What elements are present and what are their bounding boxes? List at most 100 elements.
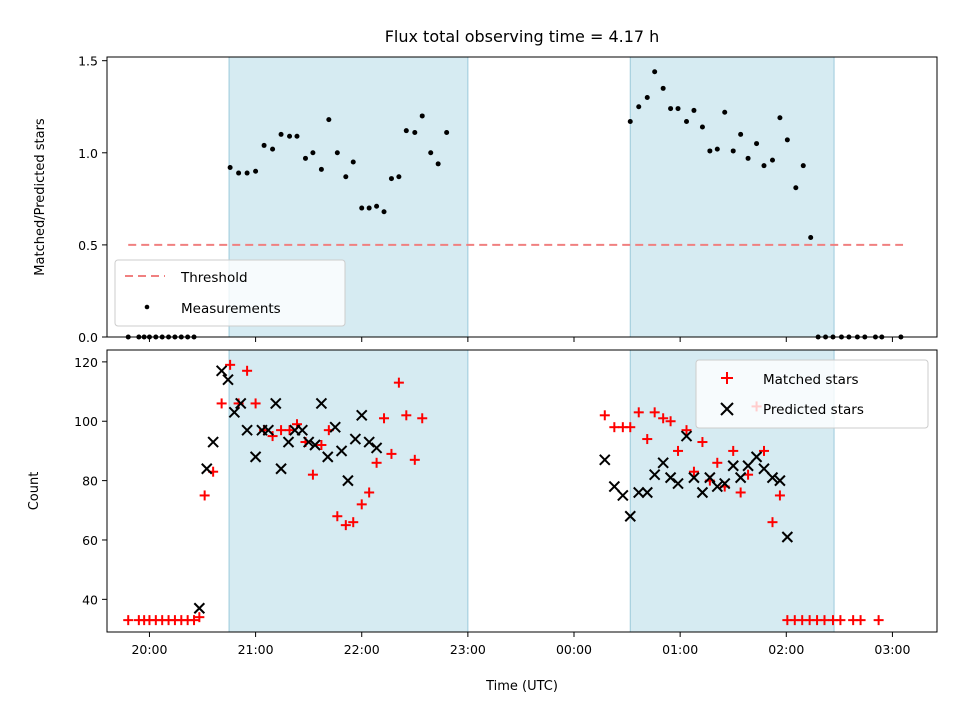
matched-star-point bbox=[774, 490, 785, 501]
measurement-point bbox=[261, 142, 267, 148]
measurement-point bbox=[636, 104, 642, 110]
legend-predicted-swatch bbox=[720, 402, 734, 416]
measurement-point bbox=[388, 176, 394, 182]
matched-star-point bbox=[356, 499, 367, 510]
predicted-star-point bbox=[241, 424, 253, 436]
measurement-point bbox=[730, 148, 736, 154]
legend-measurements-swatch bbox=[144, 304, 150, 310]
predicted-star-point bbox=[342, 474, 354, 487]
predicted-star-point bbox=[363, 436, 375, 448]
measurement-point bbox=[675, 106, 681, 112]
predicted-star-point bbox=[657, 457, 669, 469]
measurement-point bbox=[419, 113, 425, 119]
measurement-point bbox=[684, 118, 690, 124]
measurement-point bbox=[326, 117, 332, 123]
matched-star-point bbox=[758, 445, 769, 456]
predicted-star-point bbox=[711, 480, 724, 493]
predicted-star-point bbox=[758, 463, 770, 475]
matched-star-point bbox=[401, 410, 412, 421]
top-y-tick-label: 1.5 bbox=[78, 54, 98, 69]
matched-star-point bbox=[409, 454, 420, 465]
matched-star-point bbox=[873, 615, 884, 626]
top-legend: Threshold Measurements bbox=[114, 259, 346, 327]
predicted-star-point bbox=[309, 439, 321, 451]
predicted-star-point bbox=[249, 451, 262, 463]
predicted-star-point bbox=[704, 471, 716, 484]
predicted-star-point bbox=[207, 436, 219, 448]
predicted-star-point bbox=[322, 451, 334, 463]
matched-star-point bbox=[267, 431, 278, 442]
top-panel: 0.0 0.5 1.0 1.5 Matched/Predicted stars Thr… bbox=[33, 54, 938, 345]
predicted-star-point bbox=[335, 445, 348, 457]
top-y-tick-label: 1.0 bbox=[78, 146, 98, 161]
x-tick-label: 03:00 bbox=[874, 642, 910, 657]
top-y-axis-label: Matched/Predicted stars bbox=[33, 118, 48, 276]
measurement-point bbox=[714, 146, 720, 152]
matched-star-point bbox=[642, 434, 653, 445]
bottom-y-axis-label: Count bbox=[27, 472, 42, 511]
bottom-y-tick-label: 40 bbox=[82, 592, 98, 607]
predicted-star-point bbox=[664, 471, 677, 484]
matched-star-point bbox=[609, 422, 620, 433]
matched-star-point bbox=[316, 439, 327, 450]
predicted-star-point bbox=[750, 451, 763, 463]
predicted-star-point bbox=[201, 463, 213, 475]
x-tick-label: 01:00 bbox=[662, 642, 698, 657]
x-tick-label: 23:00 bbox=[450, 642, 486, 657]
measurement-point bbox=[278, 131, 284, 137]
predicted-star-point bbox=[766, 471, 779, 484]
bottom-y-tick-label: 100 bbox=[74, 414, 98, 429]
predicted-star-point bbox=[329, 421, 341, 433]
matched-star-point bbox=[855, 615, 866, 626]
matched-star-point bbox=[284, 425, 295, 436]
measurement-point bbox=[310, 150, 316, 156]
predicted-star-point bbox=[235, 397, 247, 410]
matched-star-point bbox=[348, 517, 359, 528]
top-y-tick-label: 0.5 bbox=[78, 238, 98, 253]
legend-predicted-label: Predicted stars bbox=[763, 402, 864, 418]
measurement-point bbox=[396, 174, 402, 180]
predicted-star-point bbox=[617, 489, 629, 502]
matched-star-point bbox=[225, 359, 236, 370]
measurement-point bbox=[754, 141, 760, 147]
measurement-point bbox=[227, 165, 233, 171]
matched-star-point bbox=[649, 407, 660, 418]
measurement-point bbox=[644, 95, 650, 101]
legend-measurements-label: Measurements bbox=[181, 301, 281, 317]
matched-star-point bbox=[665, 416, 676, 427]
bottom-panel: 40 60 80 100 120 20:00 21:00 22:00 23:00 00:00 01:… bbox=[27, 349, 938, 694]
predicted-star-point bbox=[262, 424, 275, 436]
matched-star-point bbox=[250, 398, 261, 409]
matched-star-point bbox=[371, 457, 382, 468]
x-tick-label: 00:00 bbox=[556, 642, 592, 657]
matched-star-point bbox=[194, 612, 205, 623]
measurement-point bbox=[381, 209, 387, 215]
measurement-point bbox=[793, 185, 799, 191]
legend-threshold-label: Threshold bbox=[180, 270, 248, 286]
x-tick-label: 22:00 bbox=[344, 642, 380, 657]
predicted-star-point bbox=[296, 424, 309, 436]
measurement-point bbox=[270, 146, 276, 152]
measurement-point bbox=[412, 130, 418, 136]
predicted-star-point bbox=[742, 460, 754, 472]
measurement-point bbox=[244, 170, 250, 176]
x-axis-label: Time (UTC) bbox=[485, 679, 558, 694]
x-tick-label: 20:00 bbox=[131, 642, 167, 657]
matched-star-point bbox=[276, 425, 287, 436]
measurement-point bbox=[769, 157, 775, 163]
predicted-star-point bbox=[356, 409, 368, 422]
predicted-star-point bbox=[215, 365, 228, 377]
matched-star-point bbox=[242, 365, 253, 376]
predicted-star-point bbox=[680, 430, 693, 442]
predicted-star-point bbox=[648, 468, 661, 481]
predicted-star-point bbox=[727, 460, 739, 472]
matched-star-point bbox=[673, 445, 684, 456]
measurement-point bbox=[403, 128, 409, 134]
top-panel-frame bbox=[106, 56, 938, 338]
top-chart-title: Flux total observing time = 4.17 h bbox=[385, 27, 660, 46]
matched-star-point bbox=[393, 377, 404, 388]
matched-star-point bbox=[332, 511, 343, 522]
matched-star-point bbox=[340, 520, 351, 531]
matched-star-point bbox=[658, 413, 669, 424]
